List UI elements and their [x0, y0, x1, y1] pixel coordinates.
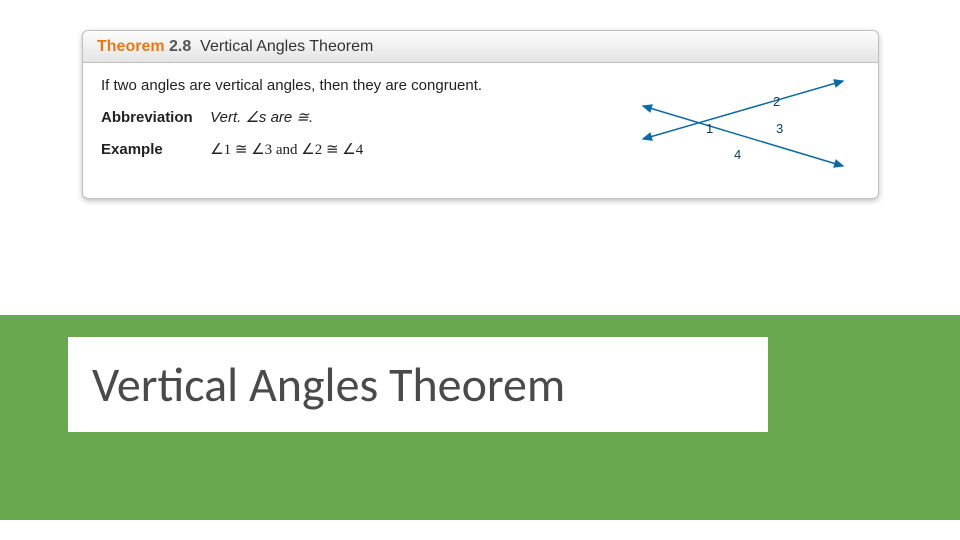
title-box: Vertical Angles Theorem: [68, 337, 768, 432]
svg-text:3: 3: [776, 121, 783, 136]
abbreviation-text: Vert. ∠s are ≅.: [210, 109, 313, 126]
slide-title: Vertical Angles Theorem: [92, 355, 565, 414]
theorem-card-header: Theorem 2.8 Vertical Angles Theorem: [83, 31, 878, 63]
example-label: Example: [101, 141, 206, 158]
theorem-card: Theorem 2.8 Vertical Angles Theorem If t…: [82, 30, 879, 199]
svg-text:4: 4: [734, 147, 741, 162]
svg-text:1: 1: [706, 121, 713, 136]
theorem-word: Theorem: [97, 38, 165, 55]
angles-diagram: 1 2 3 4: [638, 71, 848, 181]
abbreviation-label: Abbreviation: [101, 109, 206, 126]
example-text: ∠1 ≅ ∠3 and ∠2 ≅ ∠4: [210, 142, 363, 158]
svg-text:2: 2: [773, 94, 780, 109]
theorem-number: 2.8: [169, 38, 191, 55]
theorem-name: Vertical Angles Theorem: [200, 38, 373, 55]
theorem-card-body: If two angles are vertical angles, then …: [83, 63, 878, 198]
